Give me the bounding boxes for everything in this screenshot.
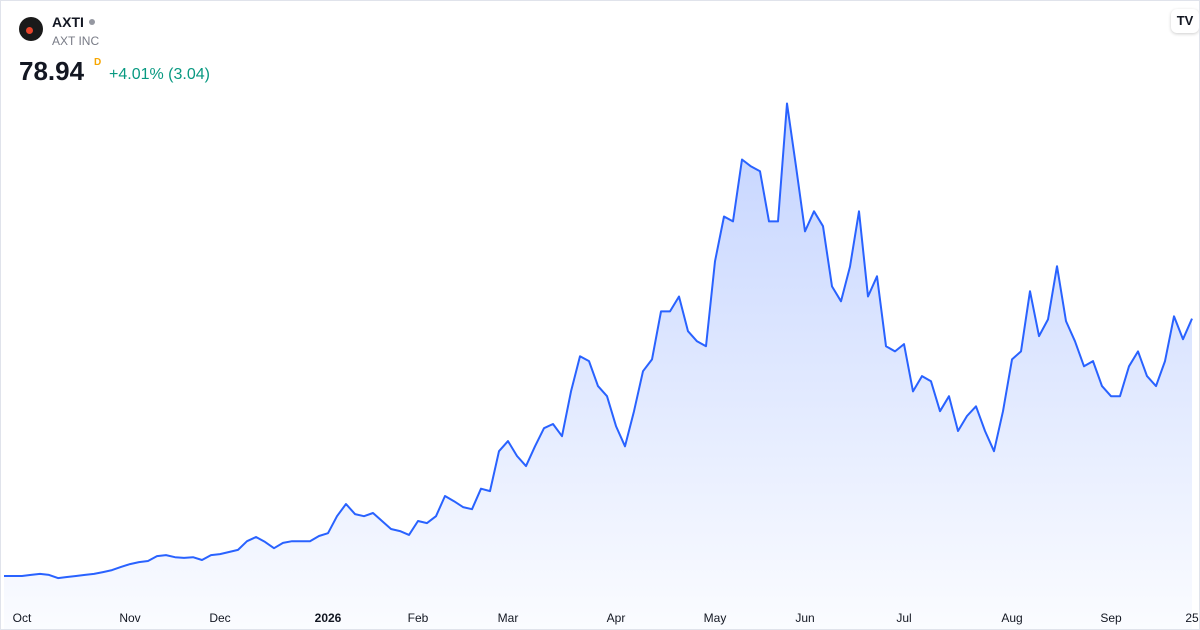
x-tick-label: Jun [795, 611, 814, 625]
x-tick-label: Jul [896, 611, 911, 625]
symbol-row: AXTI [52, 14, 95, 30]
symbol[interactable]: AXTI [52, 14, 84, 30]
change: +4.01% (3.04) [109, 66, 210, 83]
x-tick-label: Dec [209, 611, 230, 625]
area-fill [4, 103, 1192, 629]
x-tick-label: Aug [1001, 611, 1022, 625]
logo [19, 17, 43, 41]
x-tick-label: Mar [498, 611, 519, 625]
price-line [4, 102, 1193, 580]
x-tick-label: Sep [1100, 611, 1122, 625]
x-tick-label: Apr [607, 611, 626, 625]
x-tick-label: Oct [13, 611, 32, 625]
x-tick-label: May [704, 611, 727, 625]
x-tick-label: Feb [408, 611, 429, 625]
tradingview-logo[interactable]: TV [1171, 9, 1199, 33]
price: 78.94 [19, 56, 85, 86]
x-tick-label: 25 [1185, 611, 1199, 625]
status-dot [88, 19, 95, 25]
company-name: AXT INC [52, 34, 100, 48]
x-tick-label: Nov [119, 611, 140, 625]
interval: D [94, 57, 102, 68]
x-tick-label: 2026 [315, 611, 342, 625]
